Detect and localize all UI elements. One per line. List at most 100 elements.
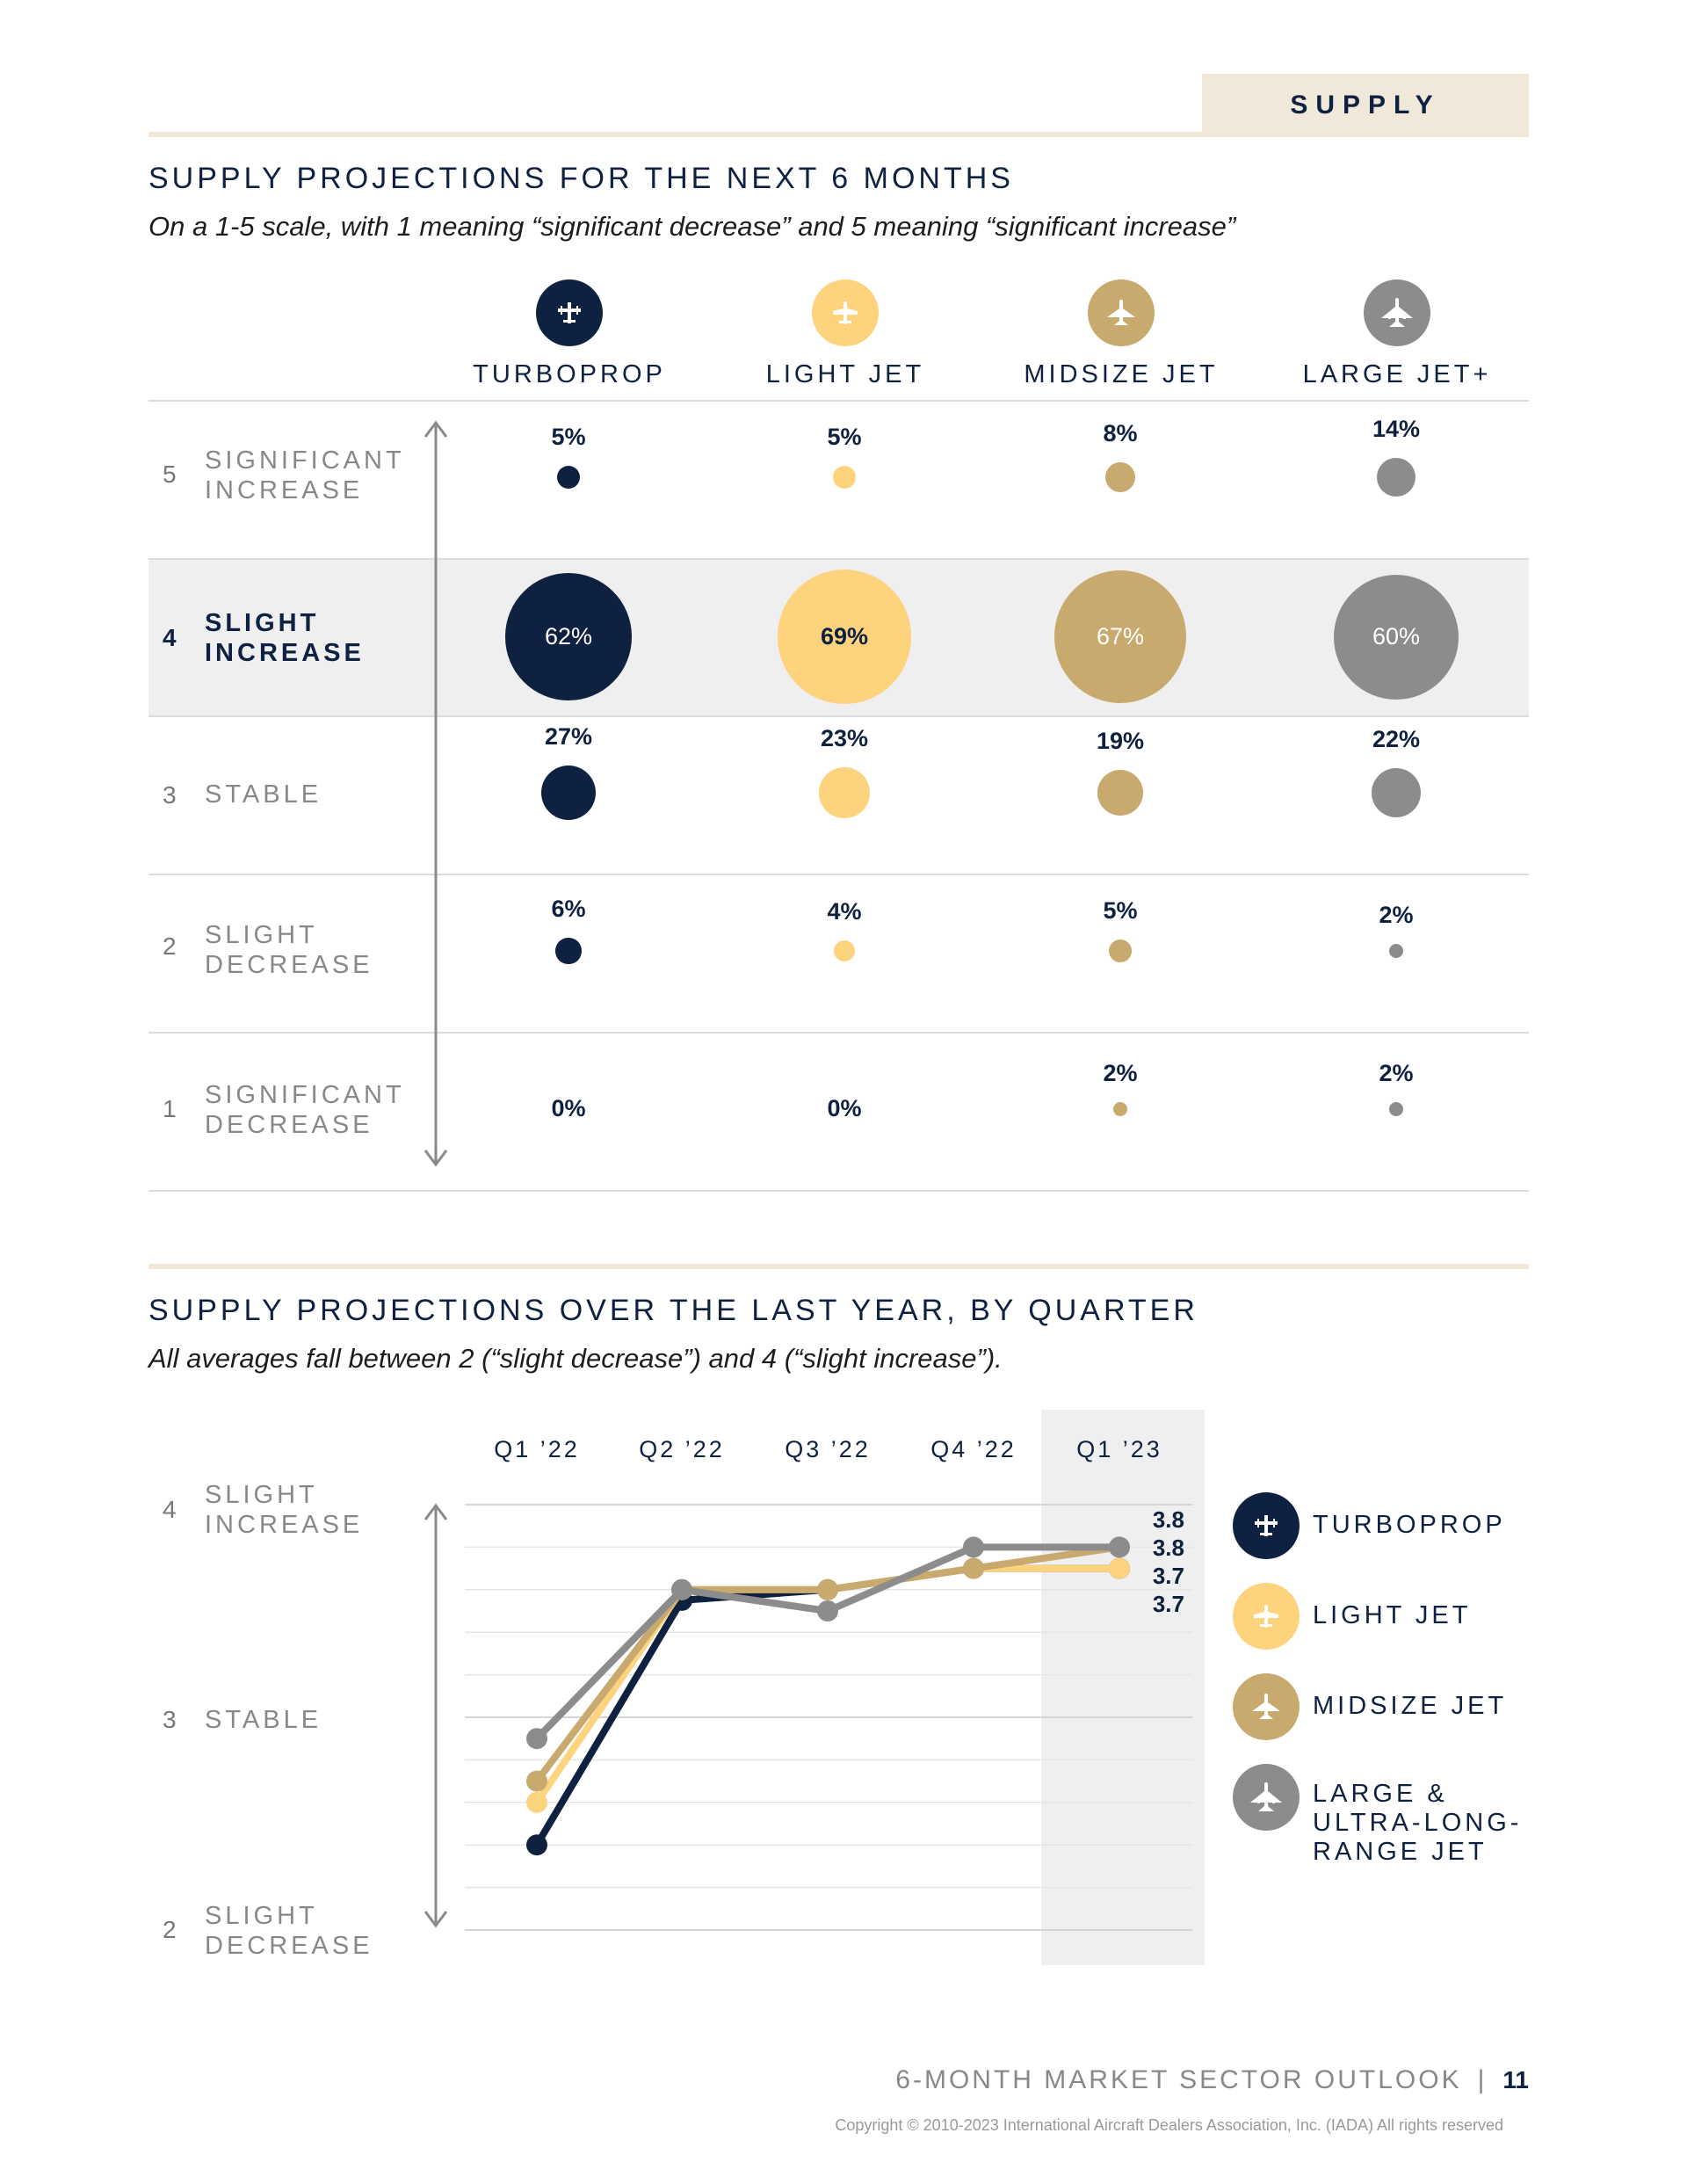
- footer-title: 6-MONTH MARKET SECTOR OUTLOOK: [895, 2065, 1462, 2094]
- bubble: [1097, 769, 1144, 816]
- bubble: [832, 465, 857, 490]
- grid-line: [148, 1190, 1529, 1192]
- grid-line: [148, 558, 1529, 560]
- row-label: SIGNIFICANT INCREASE: [205, 446, 405, 504]
- y-axis-number: 3: [163, 1706, 177, 1733]
- midsize-jet-icon: [1088, 279, 1155, 346]
- data-point: [671, 1578, 692, 1600]
- bubble: [1108, 939, 1133, 963]
- page-number: 11: [1502, 2066, 1529, 2093]
- turboprop-icon: [1233, 1492, 1300, 1559]
- bubble-value-label: 5%: [551, 423, 586, 450]
- data-point: [1109, 1536, 1130, 1558]
- bubble-value-label: 5%: [827, 423, 862, 450]
- bubble: [540, 765, 597, 821]
- bubble-value-label: 62%: [544, 622, 593, 649]
- y-axis-number: 4: [163, 1496, 177, 1523]
- row-label: STABLE: [205, 780, 322, 809]
- bubble-value-label: 22%: [1372, 725, 1421, 752]
- row-label: SIGNIFICANT DECREASE: [205, 1081, 405, 1139]
- bubble: [777, 570, 912, 704]
- bubble: [1334, 574, 1459, 700]
- bubble: [504, 573, 633, 700]
- bubble-value-label: 67%: [1096, 622, 1145, 649]
- bubble-value-label: 23%: [820, 725, 869, 752]
- legend-label-turboprop: TURBOPROP: [1313, 1511, 1506, 1539]
- section-tag: SUPPLY: [1290, 91, 1441, 120]
- large-jet-icon: [1364, 279, 1430, 346]
- bubble: [1388, 1101, 1404, 1117]
- bubble-value-label: 14%: [1372, 415, 1421, 442]
- trend-title: SUPPLY PROJECTIONS OVER THE LAST YEAR, B…: [148, 1294, 1198, 1327]
- bubble-value-label: 2%: [1103, 1059, 1138, 1086]
- end-value-label: 3.8: [1153, 1535, 1184, 1561]
- data-point: [1109, 1557, 1130, 1579]
- grid-line: [148, 715, 1529, 717]
- end-value-label: 3.7: [1153, 1591, 1184, 1617]
- row-number: 1: [163, 1095, 177, 1122]
- grid-line: [148, 400, 1529, 402]
- row-label: SLIGHT DECREASE: [205, 921, 373, 979]
- x-tick-label: Q4 ’22: [930, 1436, 1017, 1462]
- bubble: [1376, 457, 1416, 497]
- legend-label-midsize-jet: MIDSIZE JET: [1313, 1692, 1508, 1720]
- x-tick-label: Q1 ’22: [494, 1436, 580, 1462]
- x-tick-label: Q3 ’22: [785, 1436, 871, 1462]
- y-axis-number: 2: [163, 1916, 177, 1943]
- grid-line: [148, 1032, 1529, 1034]
- y-axis-label: SLIGHT DECREASE: [205, 1902, 373, 1960]
- top-rule: [148, 132, 1202, 137]
- projections-title: SUPPLY PROJECTIONS FOR THE NEXT 6 MONTHS: [148, 162, 1014, 195]
- data-point: [963, 1536, 984, 1558]
- bubble: [556, 465, 581, 490]
- bubble-value-label: 4%: [827, 898, 862, 925]
- bubble: [1105, 462, 1135, 492]
- bubble: [819, 767, 870, 818]
- scale-arrow: [424, 420, 448, 1167]
- bubble-value-label: 5%: [1103, 896, 1138, 924]
- bubble-value-label: 19%: [1096, 727, 1145, 754]
- row-label: SLIGHT INCREASE: [205, 609, 365, 667]
- x-tick-label: Q1 ’23: [1076, 1436, 1162, 1462]
- bubble: [1112, 1101, 1128, 1117]
- data-point: [817, 1578, 838, 1600]
- midsize-jet-icon: [1233, 1673, 1300, 1740]
- bubble: [1053, 570, 1187, 703]
- turboprop-icon: [536, 279, 603, 346]
- data-point: [526, 1834, 547, 1856]
- projections-subtitle: On a 1-5 scale, with 1 meaning “signific…: [148, 211, 1236, 242]
- row-number: 4: [163, 624, 177, 651]
- series-line: [533, 1543, 1123, 1743]
- grid-line: [148, 874, 1529, 875]
- end-value-label: 3.7: [1153, 1563, 1184, 1589]
- data-point: [817, 1600, 838, 1622]
- bubble: [1388, 943, 1404, 959]
- legend-label-light-jet: LIGHT JET: [1313, 1601, 1472, 1629]
- light-jet-icon: [812, 279, 879, 346]
- highlight-column: [1041, 1410, 1205, 1965]
- bubble-value-label: 27%: [544, 722, 593, 750]
- bubble-value-label: 2%: [1379, 901, 1414, 928]
- data-point: [963, 1557, 984, 1579]
- x-tick-label: Q2 ’22: [639, 1436, 725, 1462]
- footer: 6-MONTH MARKET SECTOR OUTLOOK | 11: [895, 2065, 1529, 2095]
- col-label-midsize-jet: MIDSIZE JET: [1024, 360, 1219, 388]
- row-number: 2: [163, 932, 177, 960]
- bubble-value-label: 0%: [827, 1095, 862, 1121]
- col-label-large-jet: LARGE JET+: [1302, 360, 1492, 388]
- legend-label-large-jet: LARGE & ULTRA-LONG- RANGE JET: [1313, 1780, 1523, 1866]
- end-value-label: 3.8: [1153, 1506, 1184, 1533]
- section-tag-background: [1202, 74, 1529, 137]
- light-jet-icon: [1233, 1583, 1300, 1650]
- y-axis-label: STABLE: [205, 1706, 322, 1734]
- y-axis-label: SLIGHT INCREASE: [205, 1481, 364, 1539]
- section-rule: [148, 1264, 1529, 1269]
- bubble: [555, 938, 582, 964]
- copyright: Copyright © 2010-2023 International Airc…: [835, 2116, 1503, 2134]
- col-label-light-jet: LIGHT JET: [765, 360, 925, 388]
- col-label-turboprop: TURBOPROP: [473, 360, 666, 388]
- bubble-value-label: 6%: [551, 896, 586, 923]
- bubble: [834, 940, 855, 961]
- row-number: 5: [163, 461, 177, 488]
